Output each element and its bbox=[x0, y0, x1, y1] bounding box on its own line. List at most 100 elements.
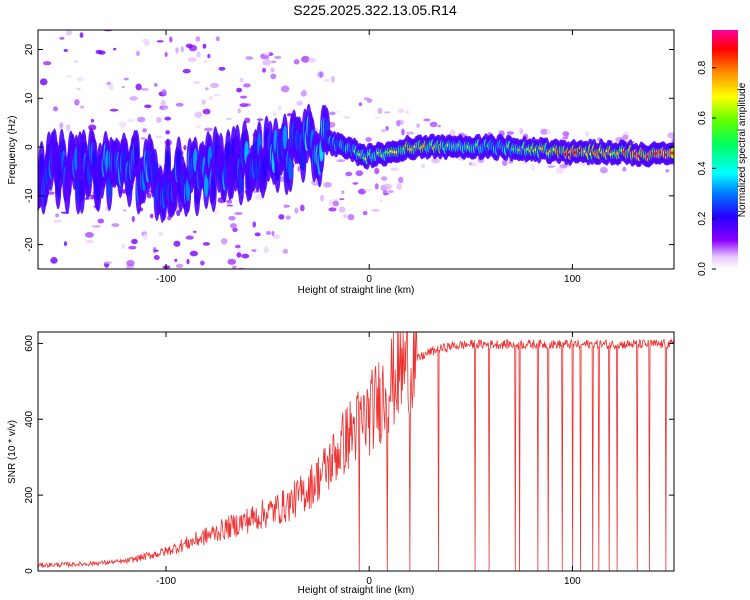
heatmap-speckle bbox=[214, 211, 220, 214]
heatmap-speckle bbox=[150, 213, 154, 219]
heatmap-speckle bbox=[166, 289, 170, 294]
heatmap-speckle bbox=[397, 108, 405, 114]
heatmap-speckle bbox=[501, 159, 508, 166]
heatmap-speckle bbox=[80, 8, 86, 15]
heatmap-speckle bbox=[161, 88, 167, 96]
heatmap-speckle bbox=[210, 82, 219, 88]
colorbar-tick-label: 0.2 bbox=[697, 211, 708, 225]
heatmap-speckle bbox=[144, 104, 152, 109]
heatmap-speckle bbox=[115, 335, 124, 341]
heatmap-speckle bbox=[142, 128, 148, 133]
heatmap-speckle bbox=[264, 55, 270, 60]
heatmap-xtick-label: 0 bbox=[366, 274, 372, 285]
colorbar-label: Normalized spectral amplitude bbox=[737, 82, 748, 217]
heatmap-core bbox=[165, 150, 171, 175]
heatmap-speckle bbox=[175, 47, 179, 54]
heatmap-speckle bbox=[374, 116, 381, 119]
heatmap-speckle bbox=[143, 307, 150, 313]
heatmap-speckle bbox=[329, 111, 336, 116]
heatmap-speckle bbox=[416, 123, 420, 128]
heatmap-speckle bbox=[218, 66, 226, 71]
heatmap-speckle bbox=[506, 131, 515, 135]
heatmap-speckle bbox=[262, 67, 267, 73]
snr-ytick-label: 400 bbox=[24, 410, 35, 427]
heatmap-speckle bbox=[374, 167, 380, 175]
heatmap-speckle bbox=[324, 78, 330, 82]
heatmap-speckle bbox=[73, 356, 77, 358]
heatmap-speckle bbox=[263, 246, 269, 254]
heatmap-speckle bbox=[83, 359, 90, 363]
heatmap-speckle bbox=[59, 36, 65, 40]
heatmap-speckle bbox=[282, 248, 289, 254]
heatmap-speckle bbox=[217, 283, 225, 287]
heatmap-speckle bbox=[405, 131, 415, 135]
heatmap-speckle bbox=[51, 14, 56, 18]
heatmap-speckle bbox=[175, 102, 184, 107]
heatmap-speckle bbox=[103, 318, 111, 325]
heatmap-speckle bbox=[192, 230, 197, 233]
chart-title: S225.2025.322.13.05.R14 bbox=[293, 2, 457, 18]
heatmap-speckle bbox=[398, 176, 404, 184]
heatmap-speckle bbox=[320, 194, 324, 202]
heatmap-speckle bbox=[671, 138, 674, 143]
heatmap-speckle bbox=[355, 170, 364, 177]
heatmap-speckle bbox=[108, 83, 114, 91]
heatmap-speckle bbox=[85, 239, 94, 244]
heatmap-speckle bbox=[352, 182, 359, 185]
heatmap-speckle bbox=[357, 188, 367, 195]
heatmap-speckle bbox=[212, 278, 217, 284]
heatmap-speckle bbox=[107, 15, 110, 17]
heatmap-speckle bbox=[280, 85, 290, 93]
heatmap-speckle bbox=[53, 219, 63, 223]
heatmap-speckle bbox=[546, 128, 551, 135]
heatmap-speckle bbox=[63, 296, 67, 300]
heatmap-speckle bbox=[237, 108, 241, 114]
heatmap-speckle bbox=[270, 73, 277, 80]
heatmap-speckle bbox=[470, 162, 478, 167]
heatmap-speckle bbox=[129, 304, 137, 307]
heatmap-speckle bbox=[92, 1, 99, 3]
heatmap-speckle bbox=[380, 129, 387, 133]
heatmap-ytick-label: 20 bbox=[24, 44, 35, 56]
heatmap-speckle bbox=[229, 278, 235, 282]
heatmap-speckle bbox=[547, 165, 555, 168]
heatmap-speckle bbox=[180, 46, 184, 53]
heatmap-speckle bbox=[200, 260, 205, 266]
heatmap-speckle bbox=[128, 245, 137, 250]
heatmap-speckle bbox=[160, 99, 166, 107]
heatmap-speckle bbox=[188, 279, 192, 286]
heatmap-speckle bbox=[328, 207, 337, 212]
heatmap-speckle bbox=[382, 183, 392, 190]
heatmap-speckle bbox=[374, 183, 379, 190]
heatmap-speckle bbox=[38, 308, 43, 313]
heatmap-speckle bbox=[183, 144, 187, 151]
heatmap-speckle bbox=[264, 52, 270, 56]
heatmap-speckle bbox=[213, 276, 217, 279]
heatmap-speckle bbox=[160, 289, 168, 292]
heatmap-speckle bbox=[140, 87, 149, 91]
heatmap-speckle bbox=[95, 49, 103, 55]
heatmap-speckle bbox=[429, 121, 438, 128]
heatmap-core bbox=[282, 125, 288, 150]
heatmap-speckle bbox=[390, 167, 400, 171]
heatmap-speckle bbox=[245, 56, 254, 60]
heatmap-core bbox=[211, 176, 216, 201]
heatmap-speckle bbox=[405, 110, 409, 115]
heatmap-speckle bbox=[85, 232, 94, 238]
heatmap-speckle bbox=[50, 305, 54, 310]
heatmap-speckle bbox=[109, 305, 114, 308]
heatmap-speckle bbox=[431, 158, 440, 164]
heatmap-speckle bbox=[109, 108, 119, 112]
heatmap-speckle bbox=[123, 77, 129, 81]
heatmap-speckle bbox=[667, 132, 674, 139]
heatmap-speckle bbox=[75, 297, 84, 304]
heatmap-speckle bbox=[201, 99, 206, 105]
heatmap-speckle bbox=[383, 111, 391, 114]
heatmap-speckle bbox=[271, 230, 275, 236]
heatmap-speckle bbox=[146, 290, 154, 296]
heatmap-speckle bbox=[123, 301, 128, 304]
heatmap-speckle bbox=[562, 136, 568, 140]
heatmap-speckle bbox=[189, 250, 199, 257]
heatmap-speckle bbox=[283, 204, 288, 209]
